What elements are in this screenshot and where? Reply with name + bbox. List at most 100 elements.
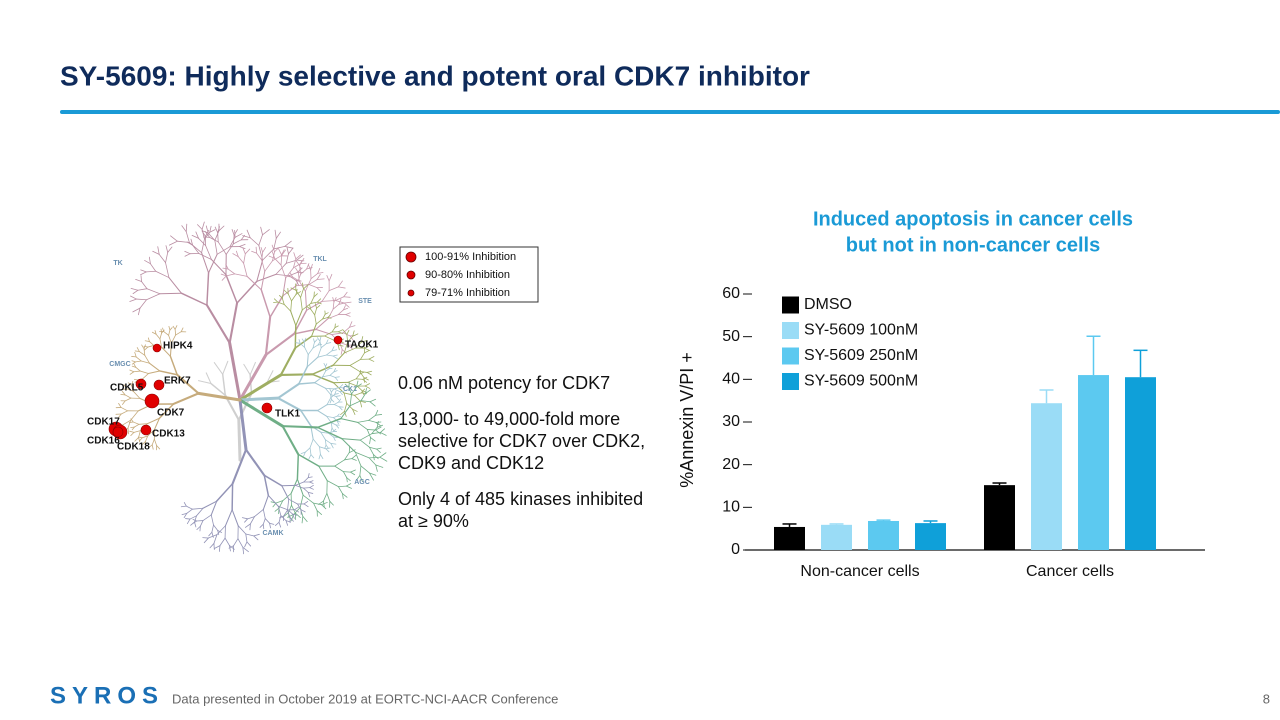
kinome-branch xyxy=(172,325,176,330)
kinome-branch xyxy=(343,347,357,354)
kinome-branch xyxy=(309,438,314,449)
kinome-branch xyxy=(133,430,141,433)
kinome-branch xyxy=(210,514,214,526)
kinome-branch xyxy=(261,259,266,272)
kinome-branch xyxy=(329,399,332,404)
kinome-branch xyxy=(317,354,327,358)
kinome-branch xyxy=(359,371,365,375)
kinome-branch xyxy=(321,502,328,506)
kinome-branch xyxy=(209,236,219,243)
kinome-branch xyxy=(304,447,311,453)
kinome-branch xyxy=(344,452,350,461)
kinome-branch xyxy=(275,262,287,275)
kinome-branch xyxy=(174,325,178,330)
kinome-branch xyxy=(268,255,276,259)
kinome-branch xyxy=(243,363,251,376)
kinome-branch xyxy=(228,301,239,344)
kinome-branch xyxy=(275,500,284,504)
kinome-branch xyxy=(318,465,328,482)
kinome-branch xyxy=(330,427,333,433)
kinome-branch xyxy=(342,471,348,479)
kinome-branch xyxy=(209,543,215,549)
kinome-branch xyxy=(343,301,352,304)
kinome-branch xyxy=(375,464,378,472)
kinome-branch xyxy=(342,329,348,335)
kinome-branch xyxy=(214,230,220,241)
kinome-branch xyxy=(214,226,219,234)
kinome-branch xyxy=(168,334,172,344)
kinome-branch xyxy=(292,276,300,282)
kinome-branch xyxy=(143,346,149,351)
kinome-branch xyxy=(217,226,220,234)
kinome-branch xyxy=(334,465,344,473)
kinome-branch xyxy=(308,454,312,460)
kinome-branch xyxy=(285,253,289,264)
chart-title: but not in non-cancer cells xyxy=(846,234,1100,256)
kinome-branch xyxy=(117,413,122,419)
kinome-branch xyxy=(337,331,344,334)
kinome-branch xyxy=(322,374,331,378)
kinome-branch xyxy=(319,453,324,460)
kinome-branch xyxy=(332,352,345,366)
kinome-branch xyxy=(379,428,385,433)
kinome-branch xyxy=(325,444,329,449)
kinome-branch xyxy=(181,512,188,516)
kinome-branch xyxy=(133,370,141,373)
kinome-branch xyxy=(282,493,292,502)
kinome-branch xyxy=(283,509,288,517)
kinome-branch xyxy=(379,452,387,458)
kinome-branch xyxy=(213,362,224,375)
kinome-branch xyxy=(283,304,292,312)
kinome-branch xyxy=(351,454,357,460)
kinome-branch xyxy=(376,448,381,453)
kinome-branch xyxy=(141,435,149,439)
kinome-legend-label: 100-91% Inhibition xyxy=(425,251,516,263)
kinome-branch xyxy=(290,287,297,291)
kinome-branch xyxy=(290,300,292,312)
kinome-branch xyxy=(336,420,339,425)
kinome-branch xyxy=(244,523,251,528)
kinome-branch xyxy=(236,280,258,304)
kinome-branch xyxy=(379,432,387,436)
kinome-branch xyxy=(143,345,149,348)
kinome-branch xyxy=(256,259,264,282)
kinome-branch xyxy=(304,346,309,355)
kinome-branch xyxy=(371,426,378,435)
kinome-branch xyxy=(154,330,157,335)
kinome-branch xyxy=(349,321,353,328)
kinome-branch xyxy=(149,341,155,346)
kinome-branch xyxy=(316,298,322,303)
kinome-branch xyxy=(146,417,160,425)
kinome-branch xyxy=(138,423,148,425)
kinome-branch xyxy=(310,273,319,280)
kinome-branch xyxy=(298,381,316,385)
kinome-branch xyxy=(262,518,266,525)
kinome-branch xyxy=(325,363,328,367)
legend-label: SY-5609 100nM xyxy=(804,322,918,339)
x-tick-label: Non-cancer cells xyxy=(800,563,919,580)
kinome-branch xyxy=(294,324,297,349)
kinome-branch xyxy=(302,516,308,522)
kinome-branch xyxy=(324,439,327,446)
kinome-branch xyxy=(313,338,315,343)
kinome-branch xyxy=(307,473,310,478)
kinome-branch xyxy=(286,246,289,255)
kinome-branch xyxy=(343,302,350,308)
kinome-branch xyxy=(337,286,346,289)
legend-label: SY-5609 500nM xyxy=(804,373,918,390)
kinome-branch xyxy=(183,502,187,507)
kinome-branch xyxy=(232,234,235,245)
kinome-branch xyxy=(276,382,300,400)
kinome-branch xyxy=(311,323,317,337)
y-tick-label: 20 xyxy=(722,456,740,473)
kinome-branch xyxy=(237,256,245,264)
kinome-branch xyxy=(159,332,163,340)
kinome-branch xyxy=(303,337,307,343)
chart-title: Induced apoptosis in cancer cells xyxy=(813,208,1133,230)
legend-swatch xyxy=(782,373,799,390)
kinome-branch xyxy=(159,338,163,348)
kinome-branch xyxy=(260,226,263,236)
kinome-branch xyxy=(333,370,338,373)
kinome-branch xyxy=(359,400,363,408)
kinome-branch xyxy=(176,373,200,395)
